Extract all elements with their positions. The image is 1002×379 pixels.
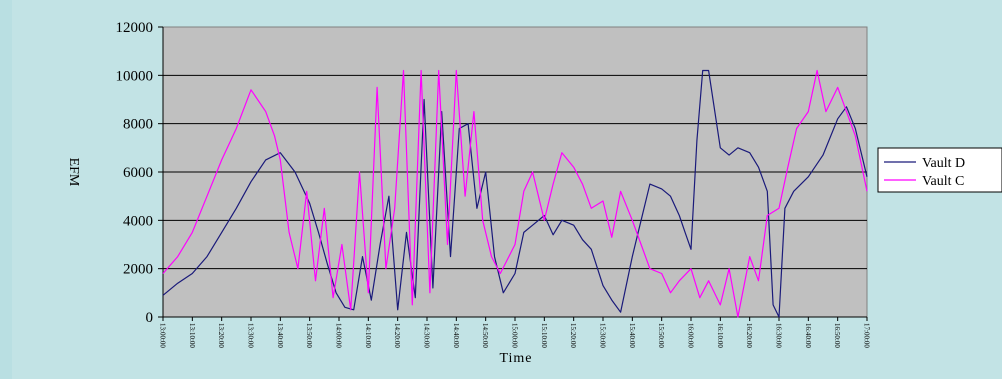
x-tick-label: 15:50:00 [657,323,665,348]
x-tick-label: 16:50:00 [833,323,841,348]
x-tick-label: 16:00:00 [687,323,695,348]
y-tick-label: 8000 [123,117,153,133]
series-lines [162,69,868,318]
series-line-vault-c [162,69,868,318]
y-tick-label: 6000 [123,165,153,181]
x-tick-label: 14:00:00 [335,323,343,348]
legend-box [877,147,1002,193]
x-tick-label: 15:00:00 [511,323,519,348]
x-tick-label: 14:20:00 [393,323,401,348]
x-axis-label: Time [499,351,532,366]
x-tick-label: 15:40:00 [628,323,636,348]
gridlines [163,74,867,270]
y-axis-label: EFM [66,158,81,187]
x-tick-label: 14:10:00 [364,323,372,348]
x-tick-label: 13:10:00 [188,323,196,348]
x-tick-label: 13:50:00 [305,323,313,348]
x-tick-label: 13:00:00 [159,323,167,348]
legend: Vault D Vault C [877,147,1002,193]
x-tick-label: 15:20:00 [569,323,577,348]
y-tick-label: 4000 [123,213,153,229]
x-tick-label: 13:40:00 [276,323,284,348]
x-tick-label: 15:10:00 [540,323,548,348]
y-tick-label: 0 [146,310,154,326]
x-tick-label: 16:10:00 [716,323,724,348]
y-tick-label: 10000 [116,68,154,84]
x-tick-label: 14:30:00 [423,323,431,348]
legend-label: Vault C [922,174,964,189]
x-tick-label: 14:50:00 [481,323,489,348]
x-tick-label: 17:00:00 [863,323,871,348]
x-tick-label: 15:30:00 [599,323,607,348]
y-tick-label: 2000 [123,262,153,278]
series-line-vault-d [162,69,868,318]
x-tick-label: 16:40:00 [804,323,812,348]
x-tick-label: 13:20:00 [217,323,225,348]
y-tick-label: 12000 [116,20,154,36]
y-axis: 0 2000 4000 6000 8000 10000 12000 [116,20,164,326]
x-tick-label: 14:40:00 [452,323,460,348]
x-axis: 13:00:00 13:10:00 13:20:00 13:30:00 13:40:00… [159,316,871,348]
x-tick-label: 13:30:00 [247,323,255,348]
x-tick-label: 16:30:00 [775,323,783,348]
legend-label: Vault D [922,156,965,171]
x-tick-label: 16:20:00 [745,323,753,348]
